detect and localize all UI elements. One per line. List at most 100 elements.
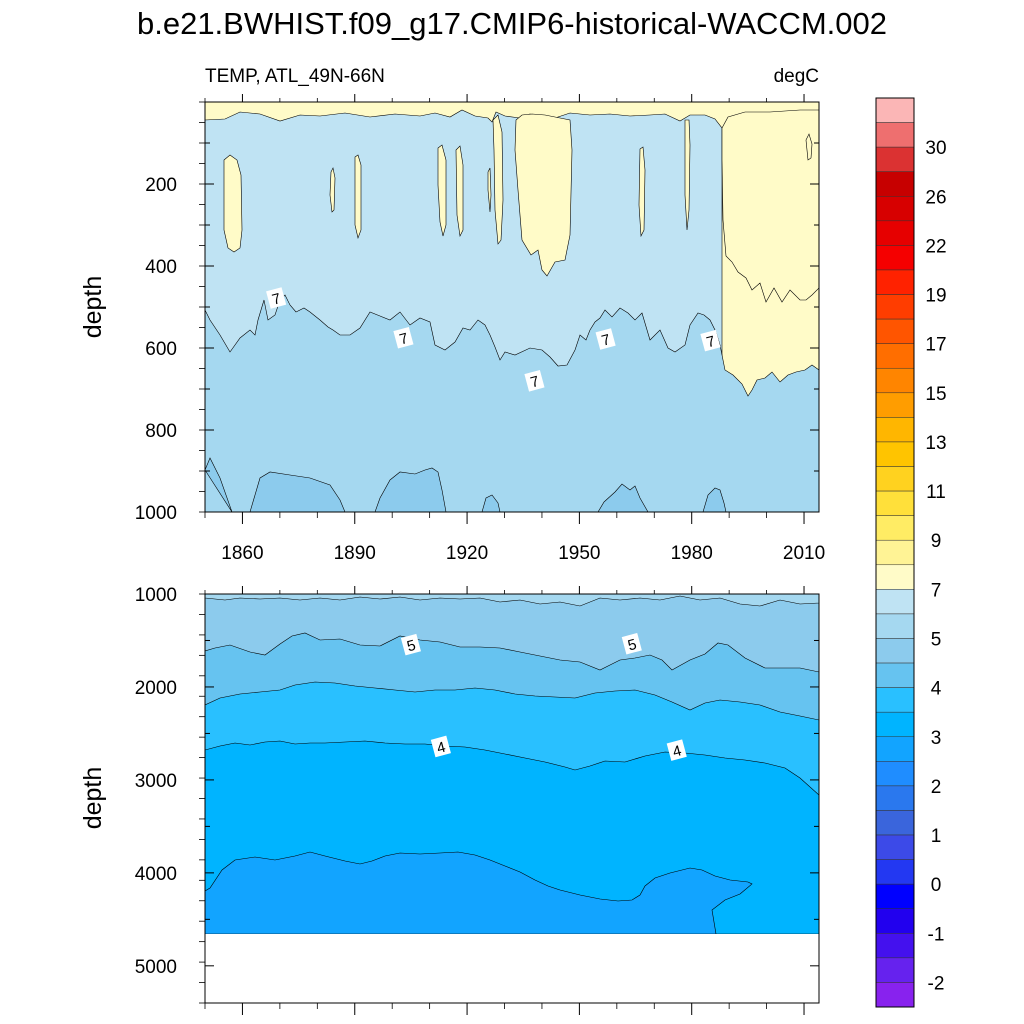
upper-ytick-label: 600	[145, 339, 177, 360]
lower-contour-label: 5	[621, 632, 642, 655]
colorbar-swatch	[875, 736, 915, 762]
colorbar-label: -1	[928, 924, 945, 945]
colorbar-swatch	[875, 417, 915, 443]
upper-ylabel: depth	[79, 276, 107, 339]
colorbar-swatch	[875, 662, 915, 688]
lower-contour-label: 4	[666, 739, 687, 761]
variable-label: TEMP, ATL_49N-66N	[205, 66, 385, 87]
lower-contour-labels: 5 5 4 4	[400, 632, 687, 761]
colorbar-swatch	[875, 515, 915, 541]
colorbar-swatch	[875, 638, 915, 664]
colorbar-swatch	[875, 220, 915, 246]
colorbar-swatch	[875, 245, 915, 271]
upper-ytick-label: 800	[145, 421, 177, 442]
lower-ytick-label: 5000	[135, 957, 177, 978]
units-label: degC	[774, 66, 819, 87]
upper-contour-label: 7	[266, 287, 287, 309]
figure-title: b.e21.BWHIST.f09_g17.CMIP6-historical-WA…	[137, 6, 887, 41]
colorbar-swatch	[875, 441, 915, 467]
colorbar-swatch	[875, 933, 915, 959]
lower-band-7-deg	[205, 594, 819, 607]
colorbar-swatch	[875, 367, 915, 394]
colorbar-label: 11	[926, 482, 946, 503]
colorbar-swatch	[875, 687, 915, 713]
colorbar-swatch	[875, 466, 915, 492]
upper-xtick-label: 1860	[221, 543, 263, 564]
lower-ytick-label: 1000	[135, 585, 177, 606]
upper-xtick-label: 1950	[558, 543, 600, 564]
upper-contour-label: 7	[595, 328, 616, 350]
colorbar-swatch	[875, 269, 915, 295]
colorbar-swatch	[875, 589, 915, 615]
colorbar-label: 22	[925, 236, 946, 257]
contour-label-box	[666, 739, 687, 761]
colorbar-swatch	[875, 294, 915, 320]
upper-xtick-label: 1920	[446, 543, 488, 564]
colorbar-swatch	[875, 982, 915, 1008]
upper-contour-labels: 7 7 7 7 7	[266, 287, 721, 392]
lower-x-axis	[204, 586, 805, 1015]
colorbar-swatch	[875, 908, 915, 934]
colorbar-label: 19	[925, 286, 946, 307]
colorbar-swatch	[875, 761, 915, 787]
upper-contour-label: 7	[393, 326, 414, 349]
lower-contour-label: 4	[430, 735, 451, 758]
colorbar-swatch	[875, 146, 915, 172]
colorbar-label: 0	[931, 875, 942, 896]
upper-band-4-deg	[205, 457, 727, 512]
contour-label-box	[621, 632, 642, 655]
colorbar-label: 2	[931, 777, 942, 798]
upper-y-axis: 200 400 600 800 1000	[135, 101, 819, 524]
contour-label-box	[595, 328, 616, 350]
colorbar-swatch	[875, 318, 915, 344]
upper-x-axis: 1860 1890 1920 1950 1980 2010	[204, 94, 825, 564]
colorbar-swatch	[875, 392, 915, 418]
colorbar-frame	[875, 97, 915, 1008]
colorbar-label: 15	[925, 384, 946, 405]
colorbar-swatch	[875, 711, 915, 738]
contour-label-box	[524, 370, 545, 392]
colorbar-swatch	[875, 957, 915, 983]
colorbar-swatch	[875, 810, 915, 836]
colorbar-label: 7	[931, 580, 942, 601]
colorbar-swatch	[875, 613, 915, 639]
colorbar-label: 4	[931, 679, 942, 700]
colorbar: 30 26 22 19 17 15 13 11 9 7 5 4 3 2 1 0 -1 -2	[875, 97, 947, 1008]
colorbar-swatch	[875, 539, 915, 566]
lower-ytick-label: 3000	[135, 771, 177, 792]
colorbar-swatch	[875, 564, 915, 590]
upper-ytick-label: 1000	[135, 503, 177, 524]
colorbar-swatch	[875, 834, 915, 860]
contour-label-box	[700, 329, 721, 352]
lower-band-1-deg	[205, 851, 753, 935]
colorbar-label: 26	[925, 187, 946, 208]
lower-missing-data	[205, 934, 819, 1003]
lower-panel: 5 5 4 4 1000 2000 3000 4000 5000 depth	[79, 585, 820, 1015]
contour-label-box	[430, 735, 451, 758]
colorbar-swatch	[875, 196, 915, 222]
upper-contour-label: 7	[524, 370, 545, 392]
colorbar-swatch	[875, 122, 915, 148]
colorbar-swatch	[875, 859, 915, 885]
colorbar-label: 5	[931, 629, 942, 650]
upper-xtick-label: 2010	[783, 543, 825, 564]
upper-band-5-deg	[205, 294, 819, 512]
colorbar-swatch	[875, 171, 915, 197]
lower-contour-label: 5	[400, 633, 421, 656]
colorbar-label: 9	[931, 531, 942, 552]
upper-ytick-label: 400	[145, 257, 177, 278]
colorbar-label: 1	[931, 826, 942, 847]
lower-ytick-label: 2000	[135, 678, 177, 699]
lower-y-axis: 1000 2000 3000 4000 5000	[135, 585, 819, 1004]
upper-contour-label: 7	[700, 329, 721, 352]
lower-ytick-label: 4000	[135, 864, 177, 885]
colorbar-swatch	[875, 343, 915, 369]
colorbar-label: 3	[931, 728, 942, 749]
upper-xtick-label: 1890	[334, 543, 376, 564]
colorbar-swatch	[875, 883, 915, 909]
colorbar-swatch	[875, 97, 915, 123]
colorbar-swatch	[875, 490, 915, 516]
colorbar-label: 17	[925, 335, 946, 356]
upper-ytick-label: 200	[145, 175, 177, 196]
